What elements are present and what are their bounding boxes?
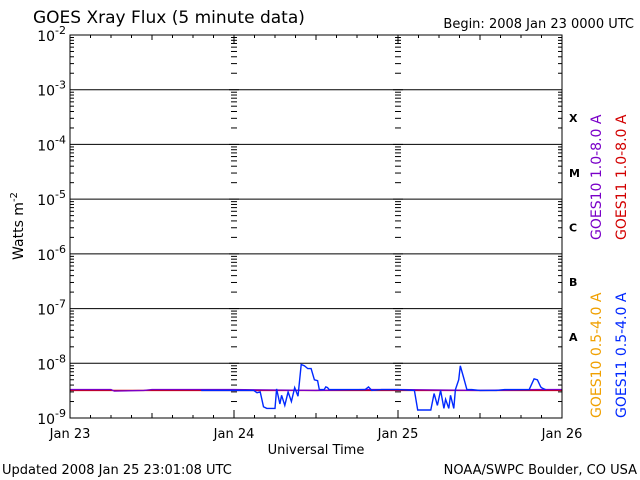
y-tick-label: 10-3 — [37, 79, 66, 100]
credit-label: NOAA/SWPC Boulder, CO USA — [444, 463, 637, 478]
flare-class-x: X — [569, 112, 578, 125]
x-tick-label: Jan 25 — [377, 427, 419, 442]
flare-class-m: M — [569, 167, 580, 180]
updated-timestamp: Updated 2008 Jan 25 23:01:08 UTC — [2, 463, 232, 478]
legend-entry: GOES10 1.0-8.0 A — [589, 114, 605, 240]
y-tick-labels: 10-2 10-3 10-4 10-5 10-6 10-7 10-8 10-9 — [37, 24, 66, 428]
y-axis-label: Watts m-2 — [9, 192, 27, 260]
y-tick-label: 10-5 — [37, 188, 66, 209]
series-line — [201, 363, 546, 411]
x-tick-label: Jan 24 — [213, 427, 255, 442]
y-tick-label: 10-9 — [37, 407, 66, 428]
legend-entry: GOES11 0.5-4.0 A — [614, 292, 630, 418]
plot-frame — [69, 34, 563, 419]
legend: GOES10 1.0-8.0 A GOES11 1.0-8.0 A GOES10 0… — [589, 114, 630, 418]
begin-label: Begin: 2008 Jan 23 0000 UTC — [443, 17, 634, 32]
y-tick-label: 10-2 — [37, 24, 66, 45]
legend-entry: GOES11 1.0-8.0 A — [614, 114, 630, 240]
x-tick-label: Jan 26 — [541, 427, 583, 442]
x-tick-labels: Jan 23 Jan 24 Jan 25 Jan 26 — [49, 427, 583, 442]
y-tick-label: 10-6 — [37, 243, 66, 264]
flare-class-c: C — [569, 222, 577, 235]
flare-class-b: B — [569, 276, 577, 289]
y-tick-label: 10-4 — [37, 133, 66, 154]
flare-class-labels: X M C B A — [569, 112, 580, 344]
chart-title: GOES Xray Flux (5 minute data) — [33, 8, 305, 28]
y-tick-label: 10-7 — [37, 298, 66, 319]
grid-layer — [69, 34, 563, 419]
series-layer — [70, 363, 562, 411]
y-tick-label: 10-8 — [37, 352, 66, 373]
flare-class-a: A — [569, 331, 578, 344]
x-axis-label: Universal Time — [268, 443, 365, 458]
legend-entry: GOES10 0.5-4.0 A — [589, 292, 605, 418]
x-tick-label: Jan 23 — [49, 427, 91, 442]
